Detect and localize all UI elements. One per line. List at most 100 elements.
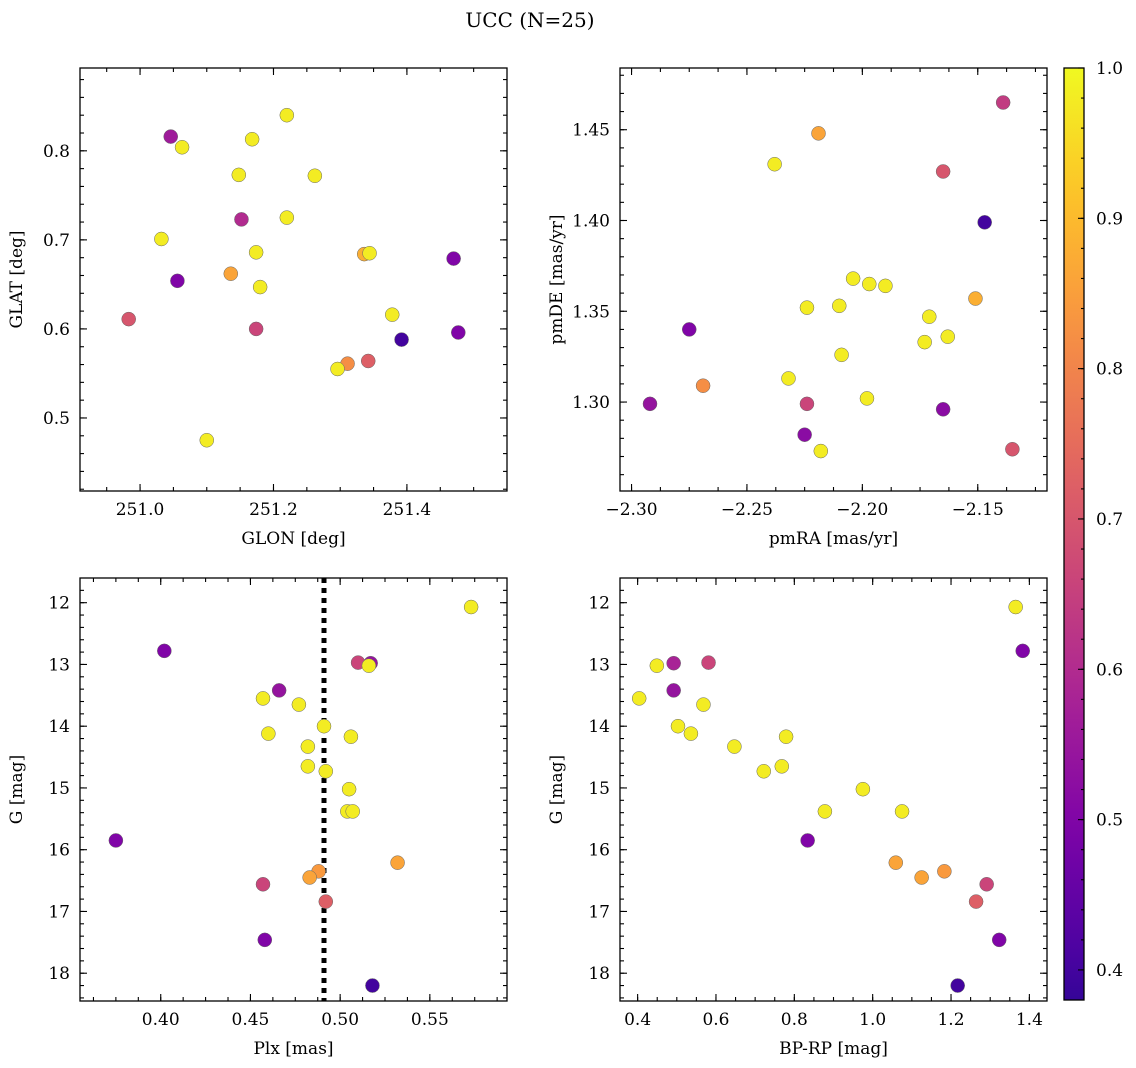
scatter-point xyxy=(174,140,190,155)
scatter-point xyxy=(300,739,316,754)
scatter-point xyxy=(360,353,376,369)
y-tick-label: 12 xyxy=(588,594,610,614)
scatter-point xyxy=(811,126,826,141)
scatter-point xyxy=(979,877,994,892)
panel-plx-g: 0.40 0.45 0.50 0.55 12 13 14 15 16 17 18 Plx [mas] G… xyxy=(7,577,508,1059)
x-tick-label: 1.2 xyxy=(937,1010,964,1030)
scatter-point xyxy=(781,371,796,386)
y-tick-label: 18 xyxy=(588,964,610,984)
scatter-point xyxy=(279,210,295,225)
x-tick-label: −2.20 xyxy=(836,500,888,520)
colorbar-gradient xyxy=(1064,68,1084,1000)
scatter-point xyxy=(683,726,699,741)
scatter-point xyxy=(774,759,790,774)
colorbar-frame xyxy=(1063,67,1085,1001)
y-tick-label: 1.30 xyxy=(572,393,610,413)
scatter-point xyxy=(248,245,264,260)
scatter-point xyxy=(894,804,910,819)
x-tick-label: 251.4 xyxy=(383,500,432,520)
scatter-point xyxy=(1005,441,1020,457)
axes-frame xyxy=(79,67,508,492)
scatter-point xyxy=(316,718,332,734)
colorbar: 0.4 0.5 0.6 0.7 0.8 0.9 1.0 xyxy=(1063,59,1123,1001)
scatter-point xyxy=(695,378,711,393)
y-tick-label: 1.45 xyxy=(572,121,610,141)
y-tick-label: 0.7 xyxy=(43,231,70,251)
scatter-point xyxy=(935,164,951,179)
scatter-point xyxy=(1008,599,1023,615)
scatter-point xyxy=(631,691,647,706)
y-tick-label: 16 xyxy=(588,841,610,861)
y-tick-label: 13 xyxy=(588,655,610,675)
scatter-point xyxy=(727,739,742,754)
scatter-point xyxy=(917,334,932,350)
scatter-point xyxy=(696,697,711,712)
scatter-point xyxy=(394,332,409,347)
scatter-point xyxy=(937,864,952,879)
y-tick-label: 0.5 xyxy=(43,409,70,429)
colorbar-tick-label: 0.7 xyxy=(1096,510,1123,530)
x-tick-label: 0.40 xyxy=(142,1010,180,1030)
y-axis-label: G [mag] xyxy=(7,755,27,824)
scatter-point xyxy=(756,764,772,779)
panel-bprp-g: 0.4 0.6 0.8 1.0 1.2 1.4 12 13 14 15 16 17 18 BP-RP [m… xyxy=(547,577,1048,1059)
x-axis-label: BP-RP [mag] xyxy=(779,1039,888,1059)
panel-pmra-pmde: −2.30 −2.25 −2.20 −2.15 1.30 1.35 1.40 1.45 pmRA… xyxy=(547,67,1048,549)
colorbar-tick-label: 0.8 xyxy=(1096,360,1123,380)
scatter-point xyxy=(817,804,833,819)
scatter-point xyxy=(341,781,357,797)
x-tick-label: 1.4 xyxy=(1016,1010,1043,1030)
scatter-point xyxy=(384,307,400,322)
scatter-point xyxy=(862,276,877,292)
y-tick-label: 12 xyxy=(48,594,70,614)
scatter-point xyxy=(223,266,239,281)
scatter-point xyxy=(343,729,359,744)
scatter-point xyxy=(778,729,794,744)
colorbar-tick-label: 0.9 xyxy=(1096,209,1123,229)
y-tick-label: 18 xyxy=(48,964,70,984)
scatter-point xyxy=(995,95,1011,110)
scatter-point xyxy=(940,329,956,344)
scatter-point xyxy=(231,167,247,183)
y-tick-label: 15 xyxy=(588,779,610,799)
x-axis-label: GLON [deg] xyxy=(241,529,345,549)
axes-frame xyxy=(619,67,1048,492)
scatter-point xyxy=(300,759,316,774)
scatter-point xyxy=(855,781,871,797)
figure-suptitle: UCC (N=25) xyxy=(465,8,594,32)
y-tick-label: 17 xyxy=(588,902,610,922)
scatter-point xyxy=(279,107,295,123)
y-axis-label: G [mag] xyxy=(547,755,567,824)
y-tick-label: 17 xyxy=(48,902,70,922)
y-tick-label: 13 xyxy=(48,655,70,675)
scatter-point xyxy=(154,231,169,247)
colorbar-tick-label: 0.6 xyxy=(1096,660,1123,680)
scatter-point xyxy=(666,683,681,698)
x-tick-label: 0.4 xyxy=(624,1010,651,1030)
scatter-point xyxy=(968,894,984,909)
x-tick-label: 0.55 xyxy=(411,1010,449,1030)
y-tick-label: 1.35 xyxy=(572,302,610,322)
x-tick-label: −2.30 xyxy=(605,500,657,520)
x-tick-label: 0.45 xyxy=(232,1010,270,1030)
scatter-point xyxy=(170,273,185,289)
x-tick-label: −2.25 xyxy=(721,500,773,520)
scatter-point xyxy=(800,833,815,848)
scatter-point xyxy=(271,683,287,698)
scatter-point xyxy=(977,215,992,230)
scatter-point xyxy=(365,978,380,993)
x-tick-label: 0.50 xyxy=(321,1010,359,1030)
scatter-point xyxy=(799,396,815,412)
x-tick-label: 251.0 xyxy=(116,500,165,520)
scatter-point xyxy=(345,804,360,819)
scatter-point xyxy=(670,718,686,734)
scatter-point xyxy=(255,877,271,892)
scatter-point xyxy=(244,131,260,147)
scatter-point xyxy=(330,361,345,377)
scatter-point xyxy=(157,643,172,659)
y-tick-label: 1.40 xyxy=(572,211,610,231)
y-tick-label: 15 xyxy=(48,779,70,799)
x-tick-label: 0.6 xyxy=(702,1010,729,1030)
scatter-point xyxy=(935,402,951,417)
